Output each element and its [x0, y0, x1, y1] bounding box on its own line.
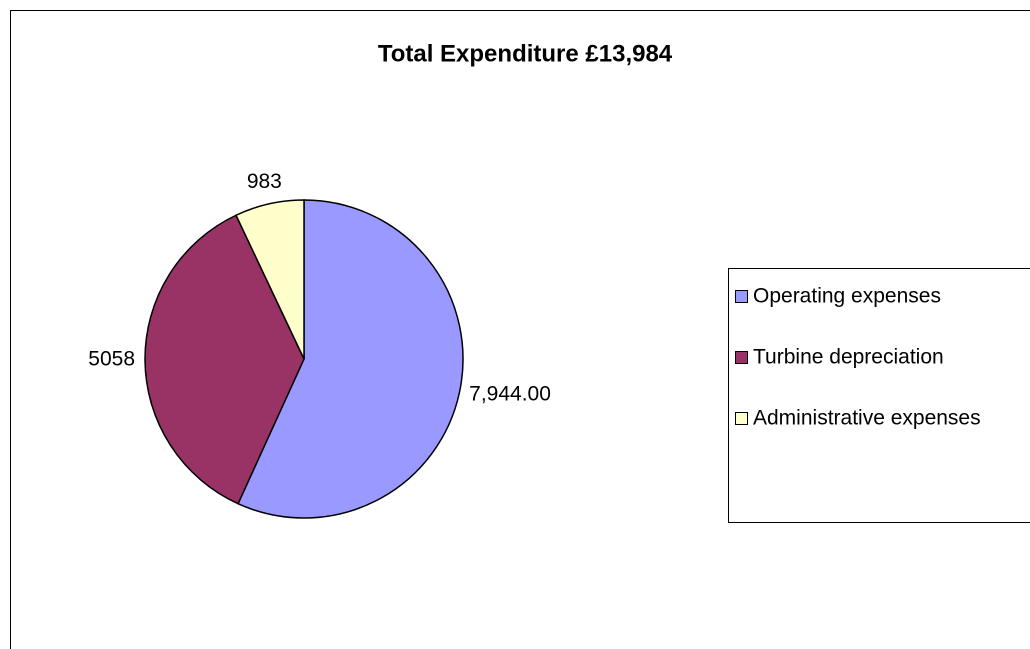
legend-label: Operating expenses	[753, 285, 941, 308]
legend-swatch	[735, 412, 748, 425]
legend-label: Administrative expenses	[753, 407, 981, 430]
pie-slice	[237, 199, 464, 519]
data-label: 5058	[88, 348, 135, 371]
data-label: 983	[247, 170, 282, 193]
pie-slice	[144, 214, 305, 505]
legend-swatch	[735, 351, 748, 364]
chart-title: Total Expenditure £13,984	[378, 40, 673, 67]
legend-swatch	[735, 290, 748, 303]
legend-box	[728, 268, 1030, 523]
pie-slice	[235, 199, 305, 360]
data-label: 7,944.00	[469, 382, 551, 405]
legend-label: Turbine depreciation	[753, 346, 944, 369]
